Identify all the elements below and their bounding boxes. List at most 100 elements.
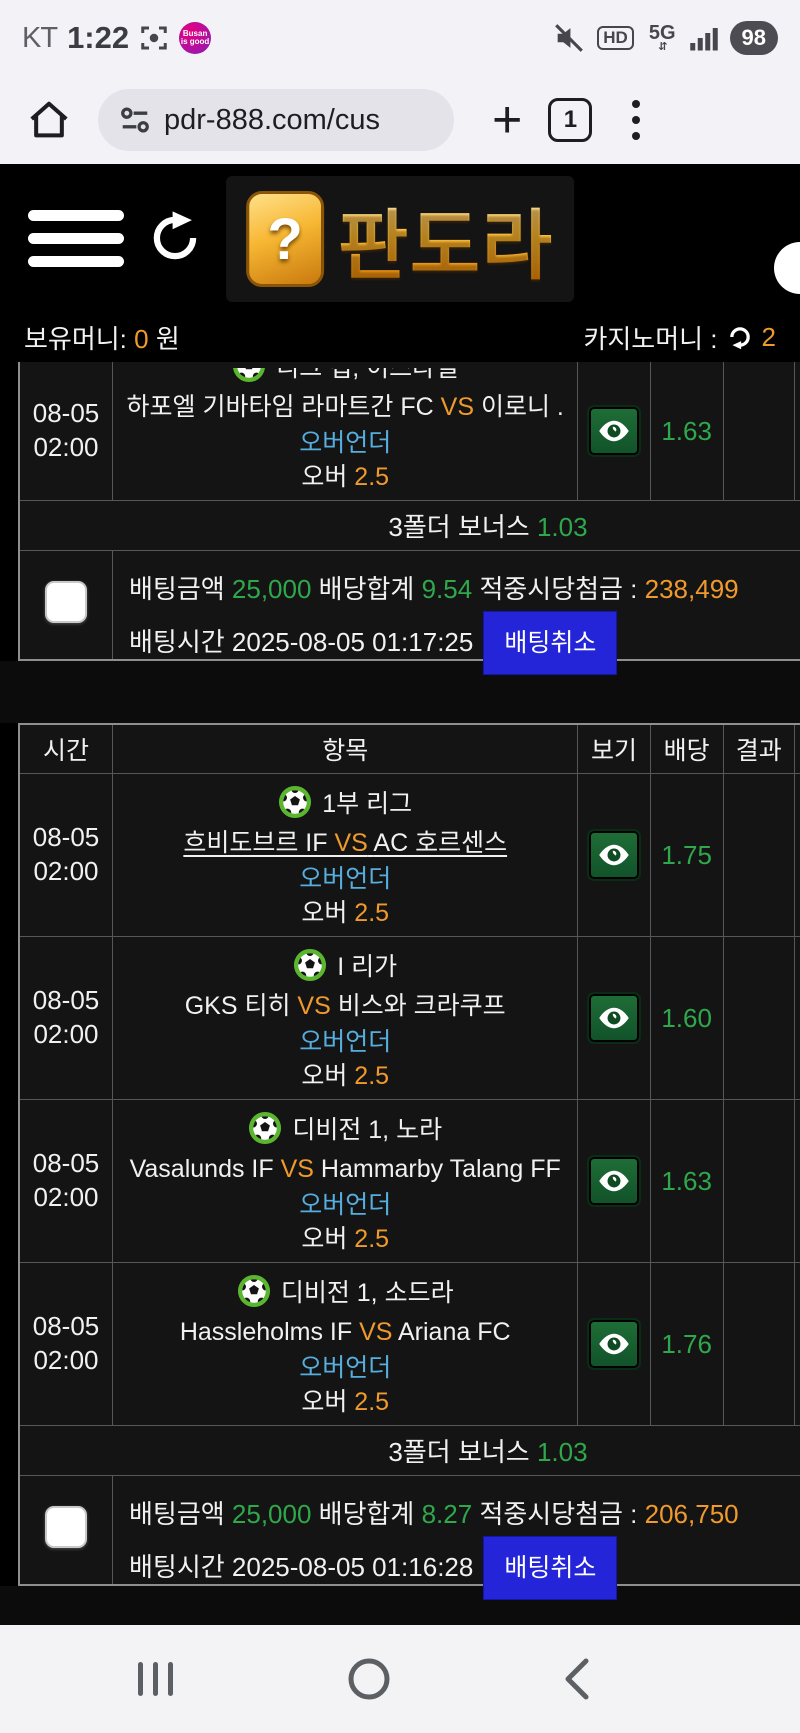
extra-cell [793, 1262, 800, 1426]
bet-select-checkbox[interactable] [44, 1505, 87, 1548]
league-name: 디비전 1, 노라 [292, 1116, 443, 1144]
league-name: 리그 컵, 이스라엘 [276, 368, 459, 382]
bet-summary-row: 배팅금액 25,000 배당합계 9.54 적중시당첨금 : 238,499 배… [18, 550, 800, 675]
odds-value: 1.76 [649, 1262, 724, 1426]
own-money-value: 0 [134, 323, 149, 354]
market-name[interactable]: 오버언더 [299, 429, 392, 457]
hd-icon: HD [597, 25, 634, 51]
bet-slip-table-2: 시간 항목 보기 배당 결과 08-05 02:00 1부 리그 흐비도브르 IF… [18, 723, 800, 1600]
result-cell [722, 362, 795, 501]
view-match-button[interactable] [586, 1155, 641, 1207]
match-time: 08-05 02:00 [18, 1262, 113, 1426]
bet-select-checkbox[interactable] [44, 580, 87, 623]
extra-cell [793, 936, 800, 1100]
bet-summary: 배팅금액 25,000 배당합계 8.27 적중시당첨금 : 206,750 배… [111, 1475, 800, 1600]
match-time: 08-05 02:00 [18, 362, 113, 501]
select-cell [18, 1475, 113, 1586]
spacer [0, 661, 800, 723]
match-item: 리그 컵, 이스라엘 하포엘 기바타임 라마트간 FC VS 이로니 . 오버언… [111, 362, 579, 501]
soccer-icon [249, 1111, 282, 1145]
bet-slip-table-1: 08-05 02:00 리그 컵, 이스라엘 하포엘 기바타임 라마트간 FC V… [18, 362, 800, 675]
result-cell [722, 936, 795, 1100]
clock: 1:22 [67, 20, 130, 55]
win-amount: 238,499 [644, 574, 739, 604]
tab-switcher-button[interactable]: 1 [548, 98, 593, 142]
match-name[interactable]: 흐비도브르 IF VS AC 호르센스 [183, 829, 508, 857]
new-tab-button[interactable]: + [492, 91, 523, 149]
eye-icon [599, 844, 629, 866]
view-match-button[interactable] [586, 405, 641, 457]
bet-amount: 25,000 [231, 574, 312, 604]
view-cell [577, 1099, 651, 1263]
col-header-result: 결과 [722, 723, 795, 774]
col-header-time: 시간 [18, 723, 113, 774]
match-time: 08-05 02:00 [18, 1099, 113, 1263]
market-name[interactable]: 오버언더 [299, 865, 392, 893]
soccer-icon [279, 785, 312, 819]
extra-cell [793, 1099, 800, 1263]
odds-value: 1.63 [649, 1099, 724, 1263]
col-header-view: 보기 [577, 723, 651, 774]
menu-icon[interactable] [28, 209, 124, 267]
home-icon[interactable] [26, 97, 72, 143]
browser-toolbar: pdr-888.com/cus + 1 [0, 76, 800, 164]
col-header-odds: 배당 [649, 723, 724, 774]
bonus-row: 3폴더 보너스 1.03 [18, 1425, 800, 1476]
carrier-label: KT [22, 21, 58, 54]
bonus-value: 1.03 [536, 512, 588, 542]
extra-cell [793, 773, 800, 937]
table-row: 08-05 02:00 디비전 1, 노라 Vasalunds IF VS Ham… [18, 1099, 800, 1263]
home-nav-icon[interactable] [346, 1656, 392, 1702]
pick: 오버 2.5 [301, 1225, 390, 1253]
match-name[interactable]: GKS 티히 VS 비스와 크라쿠프 [184, 992, 506, 1020]
col-header-extra [793, 723, 800, 774]
view-match-button[interactable] [586, 992, 641, 1044]
battery-indicator: 98 [729, 21, 778, 55]
soccer-icon [233, 368, 266, 383]
result-cell [722, 1099, 795, 1263]
eye-icon [599, 1007, 629, 1029]
reload-icon[interactable] [146, 209, 204, 267]
status-bar: KT 1:22 Busan is good HD 5G ⇵ 98 [0, 0, 800, 76]
web-content: ? 판도라 보유머니: 0 원 카지노머니 : 2 08-05 02:00 [0, 164, 800, 1625]
market-name[interactable]: 오버언더 [299, 1028, 392, 1056]
browser-menu-button[interactable] [632, 100, 641, 140]
match-time: 08-05 02:00 [18, 773, 113, 937]
odds-value: 1.75 [649, 773, 724, 937]
bet-summary: 배팅금액 25,000 배당합계 9.54 적중시당첨금 : 238,499 배… [111, 550, 800, 675]
logo-question-icon: ? [246, 191, 325, 287]
cancel-bet-button[interactable]: 배팅취소 [483, 1536, 618, 1600]
view-cell [577, 936, 651, 1100]
back-icon[interactable] [560, 1657, 594, 1701]
logo-text: 판도라 [338, 184, 554, 294]
odds-total: 9.54 [421, 574, 473, 604]
view-match-button[interactable] [586, 1318, 641, 1370]
match-name[interactable]: Hassleholms IF VS Ariana FC [179, 1318, 511, 1346]
match-name[interactable]: Vasalunds IF VS Hammarby Talang FF [129, 1155, 561, 1183]
table-row: 08-05 02:00 디비전 1, 소드라 Hassleholms IF VS … [18, 1262, 800, 1426]
view-cell [577, 362, 651, 501]
site-info-icon[interactable] [118, 105, 152, 135]
market-name[interactable]: 오버언더 [299, 1354, 392, 1382]
busan-app-badge: Busan is good [179, 22, 212, 54]
casino-refresh-icon[interactable] [726, 323, 754, 351]
market-name[interactable]: 오버언더 [299, 1191, 392, 1219]
view-match-button[interactable] [586, 829, 641, 881]
bell-icon[interactable] [774, 242, 800, 294]
cancel-bet-button[interactable]: 배팅취소 [483, 611, 618, 675]
url-bar[interactable]: pdr-888.com/cus [98, 89, 454, 151]
pick: 오버 2.5 [301, 1062, 390, 1090]
league-name: 1부 리그 [322, 790, 413, 818]
recents-icon[interactable] [134, 1659, 178, 1699]
select-cell [18, 550, 113, 661]
soccer-icon [237, 1274, 270, 1308]
site-logo[interactable]: ? 판도라 [226, 176, 574, 302]
pick: 오버 2.5 [301, 463, 390, 491]
own-money: 보유머니: 0 원 [24, 323, 180, 354]
match-item: I 리가 GKS 티히 VS 비스와 크라쿠프 오버언더 오버 2.5 [111, 936, 579, 1100]
col-header-item: 항목 [111, 723, 579, 774]
bonus-value: 1.03 [536, 1437, 588, 1467]
eye-icon [599, 1170, 629, 1192]
match-name[interactable]: 하포엘 기바타임 라마트간 FC VS 이로니 . [126, 393, 564, 421]
signal-icon [689, 28, 718, 51]
